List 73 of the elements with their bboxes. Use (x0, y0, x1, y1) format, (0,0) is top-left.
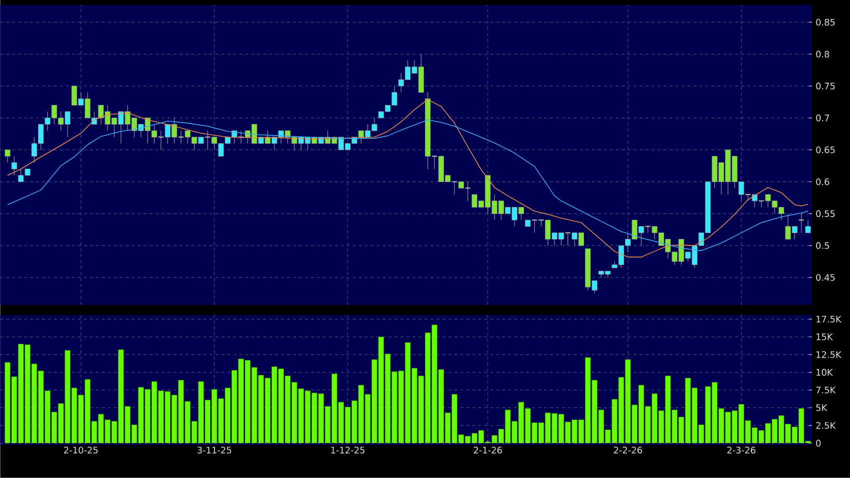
bar (432, 324, 438, 444)
bar (298, 388, 304, 444)
candlestick (11, 156, 17, 176)
y-tick-label: 0.45 (816, 274, 835, 281)
bar (572, 420, 578, 444)
y-tick-label: 0.65 (816, 146, 835, 154)
bar (44, 390, 50, 444)
bar (765, 423, 771, 444)
y-tick-label: 0.8 (816, 50, 830, 58)
bar (118, 350, 124, 444)
bar (412, 368, 418, 444)
bar (392, 372, 398, 444)
bar (592, 380, 598, 444)
bar (258, 375, 264, 444)
bar (725, 412, 731, 444)
x-tick-label: 2-10-25 (64, 446, 98, 454)
bar (4, 362, 10, 444)
candlestick (178, 130, 184, 144)
bar (338, 402, 344, 444)
y-tick-label: 0.85 (816, 18, 835, 26)
bar (238, 358, 244, 444)
bar (452, 394, 458, 444)
candlestick (464, 182, 471, 202)
y-tick-label: 0.75 (816, 82, 835, 90)
bar (218, 398, 224, 444)
bar (632, 404, 638, 444)
y-tick-label: 0.7 (816, 114, 830, 122)
y-tick-label: 0.6 (816, 178, 830, 186)
y-tick-label: 12.5K (816, 351, 842, 358)
candlestick (564, 232, 571, 246)
candlestick (431, 156, 438, 170)
bar (685, 378, 691, 444)
y-tick-label: 7.5K (816, 386, 836, 394)
candlestick (4, 150, 10, 163)
candlestick (798, 213, 804, 234)
y-tick-label: 2.5K (816, 422, 836, 429)
bar (705, 386, 711, 444)
bar (24, 344, 30, 444)
bar (472, 433, 478, 444)
bar (138, 387, 144, 444)
candlestick (451, 181, 458, 195)
candlestick (805, 220, 811, 234)
x-tick-label: 2-1-26 (474, 446, 502, 454)
bar (98, 414, 104, 444)
bar (532, 422, 538, 444)
bar (198, 381, 204, 444)
bar (745, 420, 751, 444)
bar (665, 376, 671, 444)
y-tick-label: 5K (816, 404, 828, 412)
bar (552, 413, 558, 444)
x-tick-label: 2-2-26 (614, 446, 642, 454)
bar (318, 393, 324, 444)
y-tick-label: 0.55 (816, 210, 835, 218)
y-tick-label: 0 (816, 440, 821, 447)
y-tick-label: 15K (816, 334, 833, 340)
y-tick-label: 10K (816, 368, 833, 376)
bar (612, 399, 618, 444)
bar (785, 424, 791, 444)
x-tick-label: 2-3-26 (727, 446, 756, 454)
candlestick (204, 130, 211, 150)
bar (158, 390, 164, 444)
candlestick (744, 194, 752, 202)
x-tick-label: 3-11-25 (198, 446, 232, 454)
x-tick-label: 1-12-25 (331, 446, 364, 454)
y-tick-label: 17.5K (816, 316, 842, 323)
bar (278, 368, 284, 444)
bar (492, 435, 498, 444)
y-tick-label: 0.5 (816, 242, 829, 250)
bar (78, 394, 84, 444)
candlestick (158, 130, 164, 150)
bar (372, 359, 378, 444)
bar (178, 380, 184, 444)
bar (512, 421, 518, 444)
